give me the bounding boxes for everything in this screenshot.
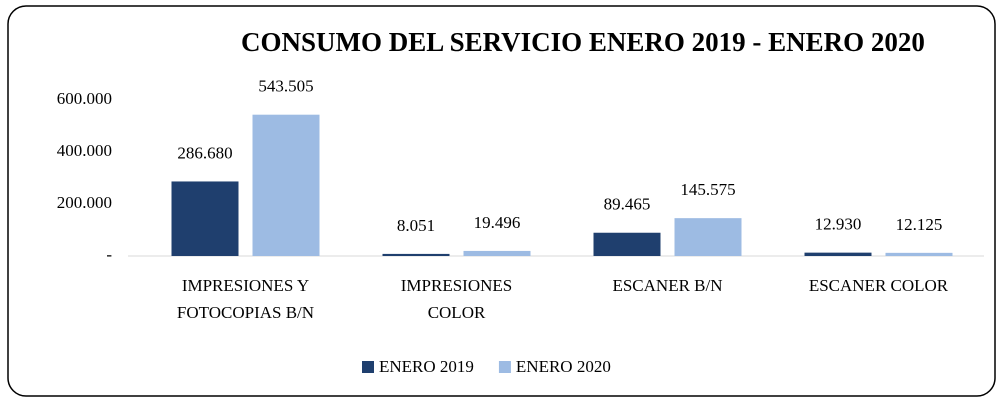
data-label: 286.680 (177, 143, 232, 162)
bar (252, 114, 320, 257)
legend-label: ENERO 2019 (379, 357, 474, 376)
chart-frame (7, 5, 996, 397)
data-label: 12.930 (815, 215, 862, 234)
x-tick-label: ESCANER B/N (612, 276, 723, 295)
data-label: 12.125 (896, 215, 943, 234)
x-tick-label: IMPRESIONES Y FOTOCOPIAS B/N (176, 276, 315, 322)
bar (593, 232, 661, 256)
y-tick-label: - (106, 245, 112, 264)
x-tick-label: ESCANER COLOR (808, 276, 949, 295)
y-tick-label: 200.000 (57, 193, 112, 212)
data-label: 89.465 (604, 195, 651, 214)
legend-swatch (362, 361, 374, 373)
bar (463, 250, 531, 256)
bar (804, 252, 872, 256)
bar (885, 252, 953, 256)
bar (674, 218, 742, 256)
data-label: 543.505 (258, 77, 313, 96)
bar (382, 253, 450, 256)
legend-swatch (498, 361, 511, 373)
data-label: 8.051 (397, 216, 435, 235)
bar (171, 181, 239, 256)
y-tick-label: 400.000 (57, 141, 112, 160)
chart-title: CONSUMO DEL SERVICIO ENERO 2019 - ENERO … (241, 27, 925, 57)
y-tick-label: 600.000 (57, 89, 112, 108)
data-label: 19.496 (474, 213, 521, 232)
legend-label: ENERO 2020 (516, 357, 611, 376)
data-label: 145.575 (680, 180, 735, 199)
x-tick-label: IMPRESIONES COLOR (400, 276, 513, 322)
